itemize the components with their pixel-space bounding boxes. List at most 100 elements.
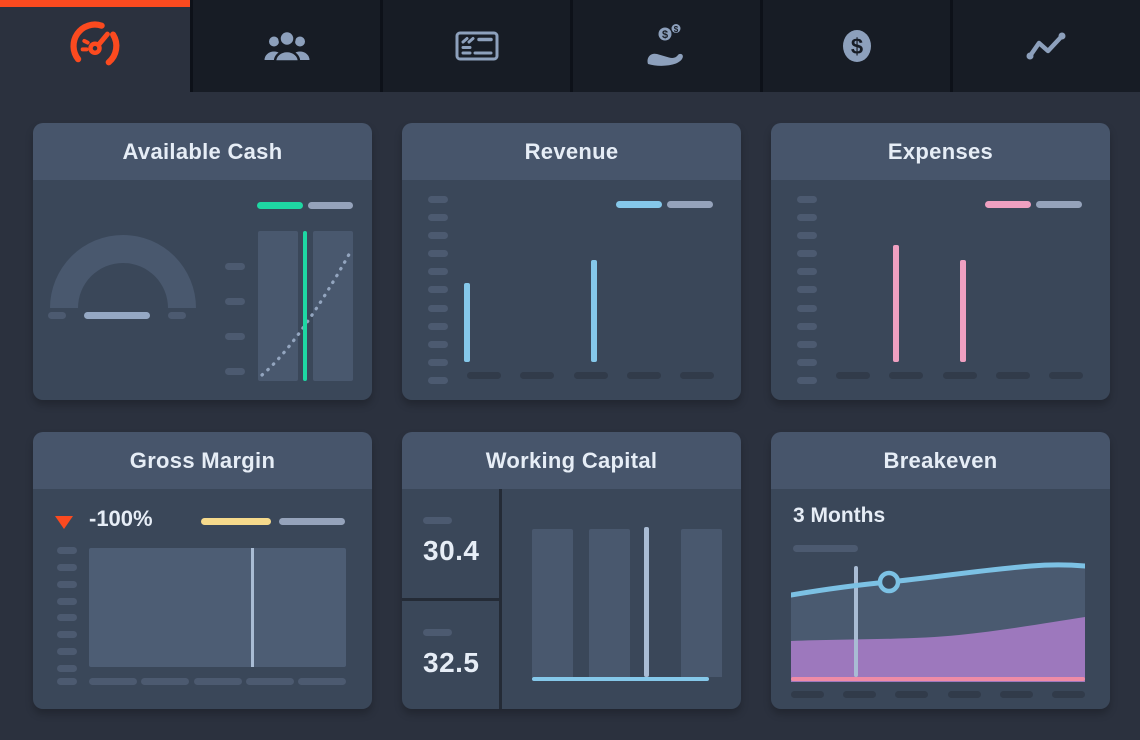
users-icon — [264, 29, 309, 63]
card-body — [771, 180, 1110, 400]
y-axis-ticks — [57, 547, 77, 672]
y-axis-ticks — [428, 196, 448, 384]
chart-bar — [681, 529, 722, 677]
bar-chart-panel — [502, 489, 741, 709]
tab-customers[interactable] — [190, 0, 380, 92]
card-header: Revenue — [402, 123, 741, 180]
card-body: 30.4 32.5 — [402, 489, 741, 709]
area-line-chart — [791, 562, 1085, 682]
card-body — [33, 180, 372, 400]
period-label: 3 Months — [793, 504, 886, 527]
stat-value: 30.4 — [423, 535, 480, 566]
chart-legend — [960, 508, 1093, 530]
line-chart-icon — [1026, 32, 1065, 60]
bar-plot — [258, 231, 355, 381]
chart-legend — [985, 201, 1082, 208]
legend-series-gray — [667, 201, 713, 208]
legend-series-gray — [308, 202, 353, 209]
tab-trends[interactable] — [950, 0, 1140, 92]
card-body — [402, 180, 741, 400]
svg-text:$: $ — [661, 29, 667, 41]
dollar-coin-icon: $ — [842, 30, 871, 62]
working-capital-card: Working Capital 30.4 32.5 — [402, 432, 741, 709]
hand-coins-icon: $ $ — [647, 24, 683, 66]
card-title: Working Capital — [485, 447, 658, 473]
legend-series-gray — [1031, 523, 1093, 530]
legend-series-blue — [616, 201, 662, 208]
bar-plot — [464, 212, 717, 362]
gauge-axis-labels — [48, 312, 198, 319]
stat-column: 30.4 32.5 — [402, 489, 499, 709]
tab-income[interactable]: $ $ — [570, 0, 760, 92]
axis-corner-tick — [57, 678, 77, 685]
card-title: Expenses — [887, 138, 994, 164]
x-axis-ticks — [464, 372, 717, 379]
x-axis-ticks — [89, 678, 346, 685]
stat-box-top: 30.4 — [402, 489, 499, 598]
chart-bar — [589, 529, 630, 677]
area-block — [89, 548, 346, 667]
chart-bar — [590, 260, 597, 362]
card-grid: Available Cash — [0, 92, 1140, 740]
card-title: Revenue — [524, 138, 619, 164]
stat-value: 32.5 — [423, 646, 480, 678]
chart-bar — [959, 260, 966, 362]
card-header: Working Capital — [402, 432, 741, 489]
card-title: Breakeven — [883, 447, 998, 473]
mini-trend-chart — [218, 180, 355, 400]
vertical-marker-line — [644, 527, 649, 677]
legend-series-pink — [960, 508, 1022, 515]
stat-box-bottom: 32.5 — [402, 600, 499, 709]
x-axis-ticks — [833, 372, 1086, 379]
card-header: Breakeven — [771, 432, 1110, 489]
legend-series-gray — [1036, 201, 1082, 208]
chart-bar — [258, 231, 298, 381]
card-header: Gross Margin — [33, 432, 372, 489]
tab-cheque[interactable] — [380, 0, 570, 92]
card-header: Expenses — [771, 123, 1110, 180]
card-title: Gross Margin — [129, 447, 276, 473]
tab-cash[interactable]: $ — [760, 0, 950, 92]
svg-text:$: $ — [673, 25, 678, 34]
half-donut-gauge — [50, 235, 196, 308]
chart-bar — [532, 529, 573, 677]
x-axis-baseline — [532, 677, 709, 681]
card-body: -100% — [33, 489, 372, 709]
chart-legend — [616, 201, 713, 208]
chart-bar — [313, 231, 353, 381]
revenue-card: Revenue — [402, 123, 741, 400]
cheque-icon — [455, 31, 498, 61]
card-title: Available Cash — [122, 138, 283, 164]
bar-plot — [532, 529, 722, 677]
card-header: Available Cash — [33, 123, 372, 180]
legend-series-pink — [985, 201, 1031, 208]
card-body: 3 Months — [771, 489, 1110, 709]
speedometer-icon — [70, 21, 120, 66]
legend-series-yellow — [201, 518, 271, 525]
y-axis-ticks — [225, 263, 245, 375]
line-point-marker — [877, 570, 901, 594]
legend-series-blue — [1031, 508, 1093, 515]
stat-label-dash — [423, 517, 452, 524]
chart-legend — [201, 518, 345, 525]
chart-bar — [893, 245, 900, 362]
chart-bar — [464, 282, 470, 362]
top-tab-bar: $ $ $ — [0, 0, 1140, 92]
change-value: -100% — [89, 506, 153, 531]
bar-plot — [833, 212, 1086, 362]
available-cash-card: Available Cash — [33, 123, 372, 400]
gross-margin-card: Gross Margin -100% — [33, 432, 372, 709]
period-underline-dash — [793, 545, 858, 552]
x-axis-ticks — [791, 691, 1085, 698]
y-axis-ticks — [797, 196, 817, 384]
svg-text:$: $ — [850, 34, 862, 59]
stat-label-dash — [423, 628, 452, 636]
chart-legend — [257, 202, 353, 209]
tab-dashboard[interactable] — [0, 0, 190, 92]
vertical-marker-line — [250, 548, 254, 667]
legend-series-gray — [279, 518, 345, 525]
trend-down-icon — [55, 516, 73, 529]
legend-series-teal — [257, 202, 303, 209]
expenses-card: Expenses — [771, 123, 1110, 400]
